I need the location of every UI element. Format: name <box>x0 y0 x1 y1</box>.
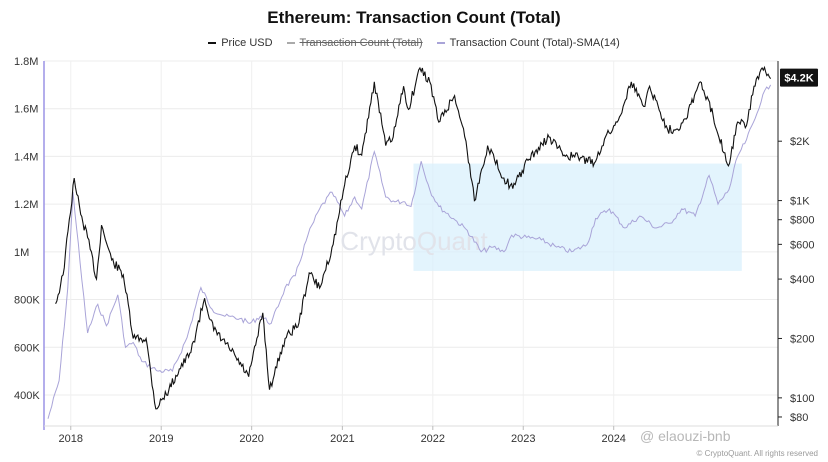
legend-label-sma: Transaction Count (Total)-SMA(14) <box>449 37 620 49</box>
left-tick-label: 1.8M <box>14 56 38 68</box>
credit-text: © CryptoQuant. All rights reserved <box>697 449 819 458</box>
overlay-handle-text: @ elaouzi-bnb <box>640 428 731 444</box>
legend-swatch-price <box>208 42 217 44</box>
right-tick-label: $400 <box>790 274 814 286</box>
x-tick-label: 2023 <box>511 433 535 445</box>
right-tick-label: $80 <box>790 412 808 424</box>
legend-label-price: Price USD <box>221 37 273 49</box>
left-tick-label: 1.2M <box>14 199 38 211</box>
x-tick-label: 2019 <box>149 433 173 445</box>
right-tick-label: $800 <box>790 215 814 227</box>
legend-item-sma[interactable]: Transaction Count (Total)-SMA(14) <box>436 37 620 49</box>
x-tick-label: 2021 <box>330 433 354 445</box>
left-tick-label: 400K <box>14 390 40 402</box>
x-tick-label: 2018 <box>59 433 83 445</box>
right-tick-label: $2K <box>790 136 810 148</box>
legend-swatch-transaction-count <box>286 42 295 44</box>
right-tick-label: $1K <box>790 196 810 208</box>
legend-item-price[interactable]: Price USD <box>208 37 273 49</box>
left-tick-label: 800K <box>14 295 40 307</box>
left-tick-label: 1.4M <box>14 151 38 163</box>
legend-label-transaction-count: Transaction Count (Total) <box>299 37 423 49</box>
series-line-sma <box>47 84 772 419</box>
chart-legend: Price USD Transaction Count (Total) Tran… <box>0 37 828 49</box>
x-tick-label: 2022 <box>421 433 445 445</box>
left-tick-label: 600K <box>14 342 40 354</box>
x-tick-label: 2024 <box>601 433 625 445</box>
left-tick-label: 1.6M <box>14 104 38 116</box>
chart-title: Ethereum: Transaction Count (Total) <box>267 8 561 27</box>
right-tick-label: $600 <box>790 239 814 251</box>
series-line-price <box>55 65 772 410</box>
right-tick-label: $100 <box>790 393 814 405</box>
right-tick-label: $200 <box>790 333 814 345</box>
price-tag-background <box>780 68 818 87</box>
watermark-text: CryptoQuant <box>340 226 488 256</box>
price-tag-label: $4.2K <box>784 73 813 85</box>
legend-swatch-sma <box>436 42 445 44</box>
highlight-region <box>413 163 742 271</box>
left-tick-label: 1M <box>14 247 29 259</box>
legend-item-transaction-count[interactable]: Transaction Count (Total) <box>286 37 423 49</box>
x-tick-label: 2020 <box>239 433 263 445</box>
